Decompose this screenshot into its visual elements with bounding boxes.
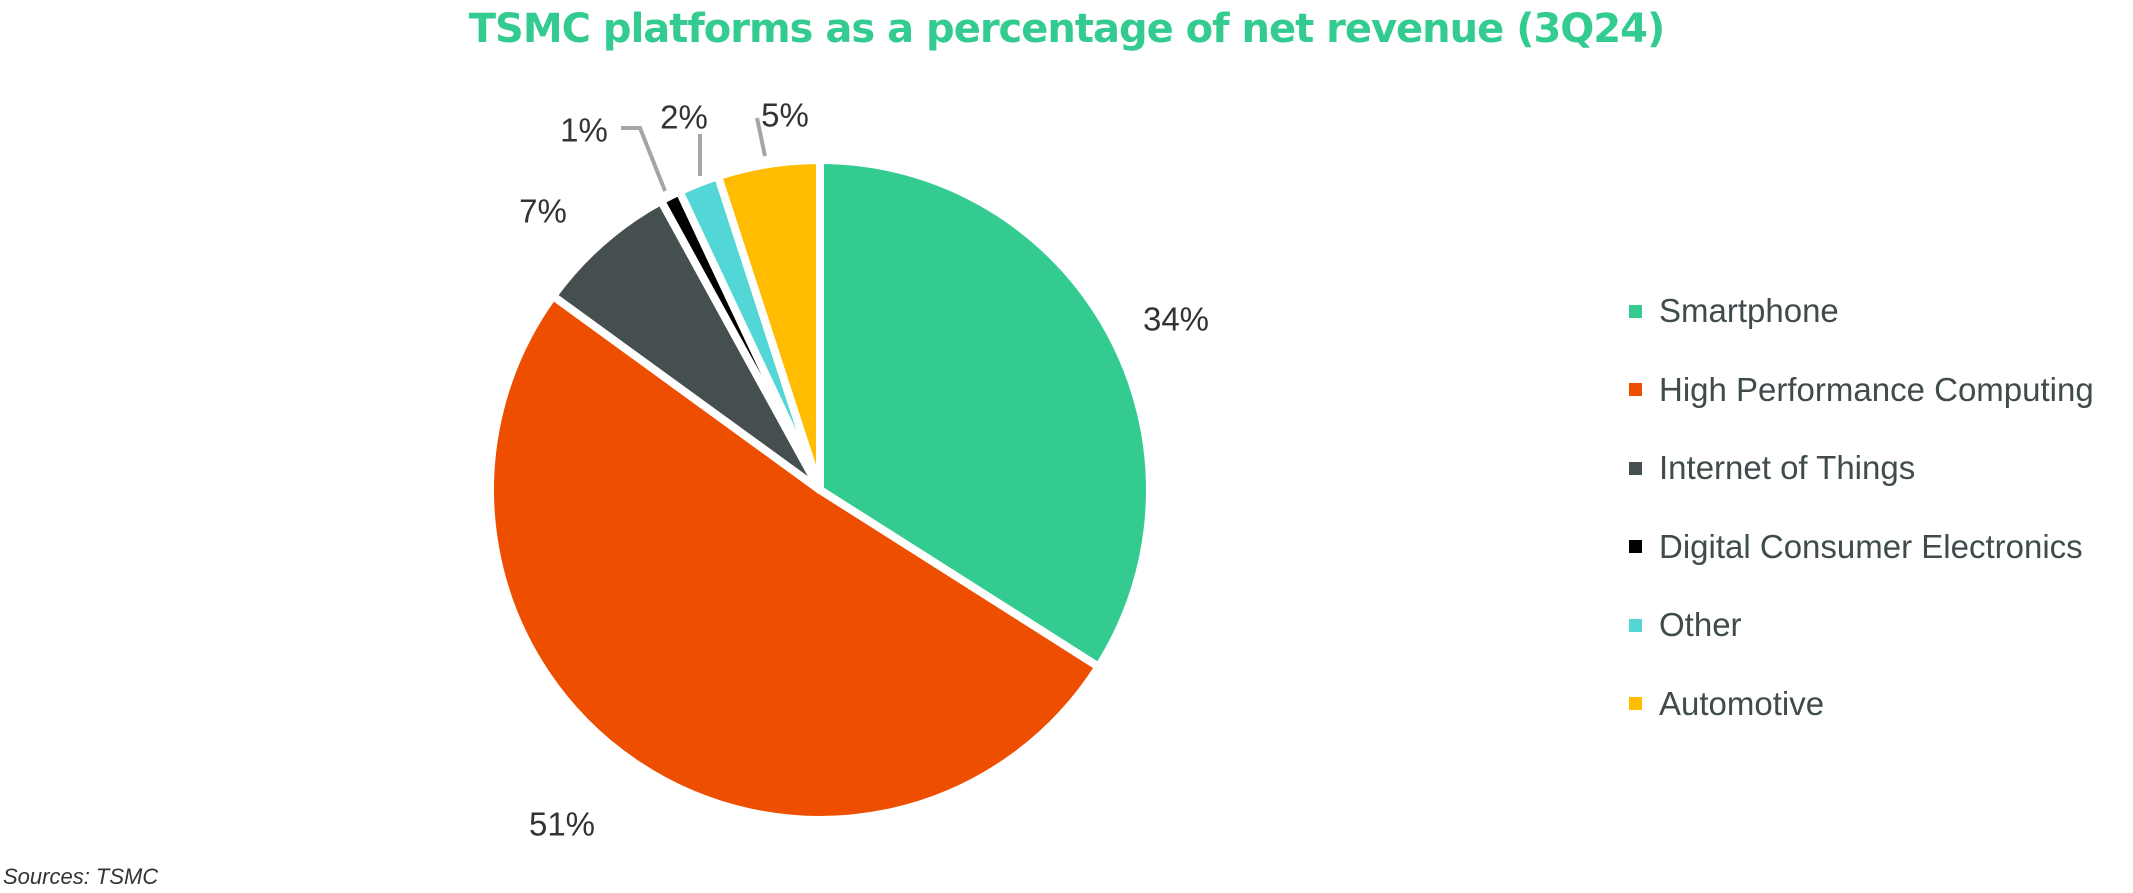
legend-swatch — [1629, 697, 1642, 711]
legend-label: High Performance Computing — [1659, 370, 2094, 408]
data-label-automotive: 5% — [761, 97, 809, 134]
legend-label: Digital Consumer Electronics — [1659, 527, 2083, 565]
data-label-high-performance-computing: 51% — [529, 806, 595, 843]
leader-lines — [621, 117, 767, 192]
leader-line-automotive — [755, 117, 767, 157]
data-label-digital-consumer-electronics: 1% — [560, 112, 608, 149]
data-labels: 34% 51% 7% 1% 2% 5% — [519, 97, 1209, 843]
legend-item-high-performance-computing: High Performance Computing — [1629, 351, 2094, 430]
chart-title: TSMC platforms as a percentage of net re… — [468, 6, 1666, 52]
data-label-smartphone: 34% — [1143, 301, 1209, 338]
legend-item-other: Other — [1629, 586, 2094, 665]
legend-swatch — [1629, 618, 1642, 632]
legend-item-digital-consumer-electronics: Digital Consumer Electronics — [1629, 508, 2094, 587]
pie-slice-internet-of-things — [549, 196, 824, 494]
pie-slice-high-performance-computing — [486, 292, 1103, 824]
legend-swatch — [1629, 461, 1642, 475]
legend-item-automotive: Automotive — [1629, 665, 2094, 744]
pie-slices — [486, 156, 1154, 824]
legend-swatch — [1629, 383, 1642, 397]
legend-label: Automotive — [1659, 684, 1825, 722]
legend-item-internet-of-things: Internet of Things — [1629, 429, 2094, 508]
legend-label: Smartphone — [1659, 292, 1839, 330]
legend-swatch — [1629, 304, 1642, 318]
data-label-other: 2% — [660, 99, 708, 136]
pie-slice-automotive — [714, 156, 824, 494]
legend-item-smartphone: Smartphone — [1629, 272, 2094, 351]
data-label-internet-of-things: 7% — [519, 193, 567, 230]
source-note: Sources: TSMC — [3, 864, 159, 889]
legend-label: Other — [1659, 606, 1742, 644]
legend: Smartphone High Performance Computing Inte… — [1629, 272, 2094, 743]
legend-swatch — [1629, 540, 1642, 554]
legend-label: Internet of Things — [1659, 449, 1916, 487]
leader-line-digital-consumer-electronics — [621, 126, 667, 192]
